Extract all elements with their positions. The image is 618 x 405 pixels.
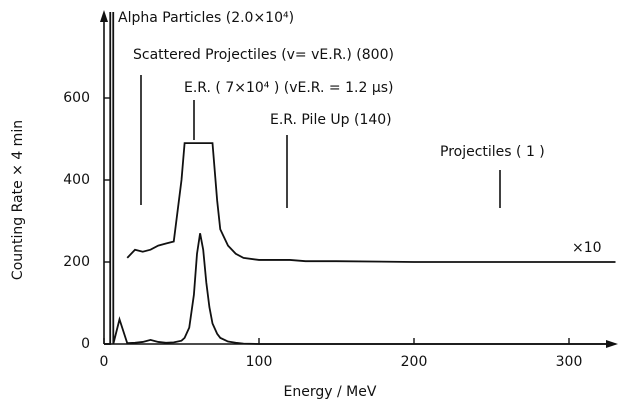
- y-tick-label: 600: [63, 90, 90, 106]
- annotation: Projectiles ( 1 ): [440, 144, 545, 160]
- x-axis-label: Energy / MeV: [284, 384, 377, 400]
- data-line: [126, 142, 616, 263]
- legend-label: ×10: [572, 240, 602, 256]
- y-axis-label: Counting Rate × 4 min: [10, 120, 26, 280]
- x-tick-label: 100: [246, 354, 273, 370]
- annotation: Alpha Particles (2.0×10⁴): [118, 10, 294, 26]
- x-tick-label: 0: [100, 354, 109, 370]
- annotation: Scattered Projectiles (v= vE.R.) (800): [133, 47, 394, 63]
- y-tick-label: 200: [63, 254, 90, 270]
- y-arrow: [100, 10, 108, 22]
- data-line: [104, 12, 616, 345]
- y-tick-label: 400: [63, 172, 90, 188]
- annotation: E.R. ( 7×10⁴ ) (vE.R. = 1.2 μs): [184, 80, 394, 96]
- x-tick-label: 300: [556, 354, 583, 370]
- x-tick-label: 200: [401, 354, 428, 370]
- y-tick-label: 0: [81, 336, 90, 352]
- annotation: E.R. Pile Up (140): [270, 112, 392, 128]
